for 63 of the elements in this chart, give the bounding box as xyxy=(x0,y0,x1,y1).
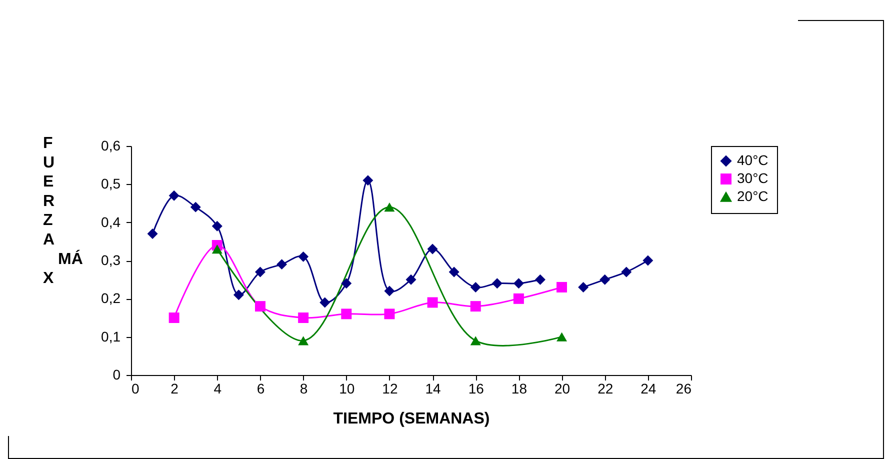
x-tick-label: 6 xyxy=(256,380,265,396)
point xyxy=(448,266,460,278)
legend-label: 30°C xyxy=(737,170,768,186)
x-tick-label: 0 xyxy=(132,380,140,396)
point xyxy=(254,266,266,278)
point xyxy=(168,190,180,201)
x-tick-label: 8 xyxy=(300,380,308,396)
point xyxy=(341,278,352,289)
point xyxy=(556,332,568,342)
point xyxy=(642,255,654,266)
point xyxy=(492,278,502,289)
y-tick-label: 0,6 xyxy=(101,138,121,154)
point xyxy=(254,301,266,312)
point xyxy=(233,290,244,300)
x-tick-label: 16 xyxy=(468,380,484,396)
point xyxy=(578,282,589,292)
point xyxy=(298,336,309,346)
point xyxy=(384,202,395,212)
x-tick-label: 26 xyxy=(676,380,692,396)
point xyxy=(556,282,568,292)
point xyxy=(406,274,416,285)
y-tick-label: 0,3 xyxy=(101,252,121,268)
legend-label: 40°C xyxy=(737,152,768,168)
point xyxy=(298,312,309,323)
point xyxy=(212,244,222,254)
point xyxy=(600,274,610,285)
y-tick-label: 0,1 xyxy=(101,328,121,344)
point xyxy=(384,286,395,296)
x-tick-label: 14 xyxy=(425,380,442,396)
x-tick-label: 4 xyxy=(214,380,222,396)
x-tick-label: 10 xyxy=(339,380,355,396)
point xyxy=(470,282,481,292)
point xyxy=(513,278,524,289)
y-tick-label: 0,2 xyxy=(101,290,121,306)
legend-label: 20°C xyxy=(737,188,768,204)
point xyxy=(427,244,438,254)
x-tick-label: 22 xyxy=(598,380,614,396)
point xyxy=(513,293,524,304)
y-tick-label: 0,5 xyxy=(101,176,121,192)
x-tick-label: 18 xyxy=(511,380,528,396)
point xyxy=(427,297,438,308)
point xyxy=(341,308,352,320)
x-axis-title: TIEMPO (SEMANAS) xyxy=(333,410,490,428)
point xyxy=(362,175,374,186)
y-tick-label: 0,4 xyxy=(101,214,121,230)
point xyxy=(534,274,546,285)
point xyxy=(621,266,632,278)
point xyxy=(470,301,481,312)
point xyxy=(298,251,309,262)
point xyxy=(147,228,158,240)
x-tick-label: 12 xyxy=(382,380,398,396)
point xyxy=(276,259,288,270)
point xyxy=(168,312,180,323)
y-tick-label: 0 xyxy=(112,366,121,382)
x-tick-label: 20 xyxy=(554,380,570,396)
point xyxy=(320,297,330,308)
x-tick-label: 24 xyxy=(640,380,656,396)
point xyxy=(190,202,201,212)
point xyxy=(384,308,395,320)
y-axis-title: FUERZA MÁX xyxy=(43,135,84,288)
point xyxy=(212,220,222,232)
point xyxy=(470,336,481,346)
x-tick-label: 2 xyxy=(170,380,179,396)
